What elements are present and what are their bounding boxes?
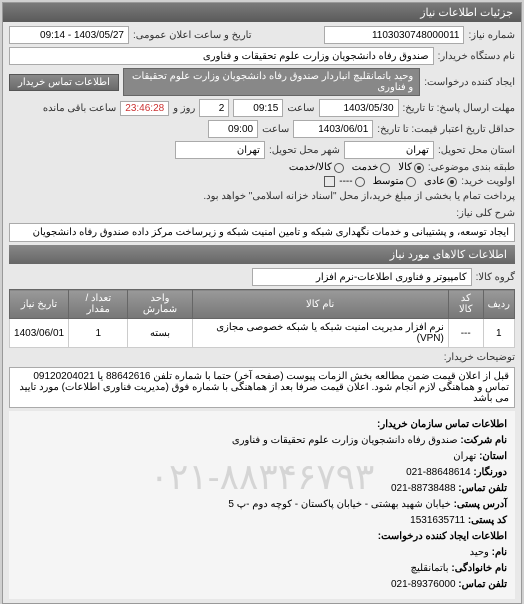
subject-label: شرح کلی نیاز: (456, 208, 515, 219)
group-label: گروه کالا: (476, 272, 515, 283)
extend-time: 09:00 (208, 120, 258, 138)
timer-label: ساعت باقی مانده (43, 103, 116, 114)
need-no-label: شماره نیاز: (468, 30, 515, 41)
org-label: نام دستگاه خریدار: (438, 51, 515, 62)
days-open: 2 (199, 99, 229, 117)
contact-prov-label: استان: (479, 451, 507, 462)
deadline-time: 09:15 (233, 99, 283, 117)
budget-opt-both[interactable]: کالا/خدمت (289, 162, 344, 173)
contact-zip-label: کد پستی: (468, 515, 507, 526)
extend-label: حداقل تاریخ اعتبار قیمت: تا تاریخ: (377, 124, 515, 135)
payment-note: پرداخت تمام یا بخشی از مبلغ خرید،از محل … (203, 191, 515, 202)
cell-code: --- (448, 319, 483, 348)
budget-radio-group: کالا خدمت کالا/خدمت (289, 162, 424, 173)
requester-field: وحید باتمانقلیچ انباردار صندوق رفاه دانش… (123, 68, 420, 96)
contact-zip: 1531635711 (410, 515, 465, 526)
cell-name: نرم افزار مدیریت امنیت شبکه یا شبکه خصوص… (192, 319, 448, 348)
contact-info-button[interactable]: اطلاعات تماس خریدار (9, 74, 119, 91)
panel-title: جزئیات اطلاعات نیاز (3, 3, 521, 22)
col-unit: واحد شمارش (128, 290, 192, 319)
goods-table: ردیف کد کالا نام کالا واحد شمارش تعداد /… (9, 289, 515, 348)
deadline-date: 1403/05/30 (319, 99, 399, 117)
contact-tel-label: تلفن تماس: (458, 483, 507, 494)
goods-section-header: اطلاعات کالاهای مورد نیاز (9, 245, 515, 264)
col-qty: تعداد / مقدار (69, 290, 128, 319)
note-label: توضیحات خریدار: (444, 352, 515, 363)
priority-opt-medium[interactable]: متوسط (373, 176, 416, 187)
contact-header: اطلاعات تماس سازمان خریدار: (377, 419, 507, 430)
org-field: صندوق رفاه دانشجویان وزارت علوم تحقیقات … (9, 47, 434, 65)
requester-label: ایجاد کننده درخواست: (424, 77, 515, 88)
creator-lname: باتمانقلیچ (411, 563, 449, 574)
contact-name: صندوق رفاه دانشجویان وزارت علوم تحقیقات … (232, 435, 458, 446)
cell-qty: 1 (69, 319, 128, 348)
contact-fax-label: دورنگار: (473, 467, 507, 478)
extend-date: 1403/06/01 (293, 120, 373, 138)
extend-time-label: ساعت (262, 124, 289, 135)
creator-name-label: نام: (492, 547, 507, 558)
announce-field: 1403/05/27 - 09:14 (9, 26, 129, 44)
col-idx: ردیف (483, 290, 514, 319)
deadline-time-label: ساعت (287, 103, 314, 114)
budget-opt-goods[interactable]: کالا (398, 162, 424, 173)
contact-prov: تهران (453, 451, 476, 462)
cell-date: 1403/06/01 (10, 319, 69, 348)
col-code: کد کالا (448, 290, 483, 319)
subject-text: ایجاد توسعه، و پشتیبانی و خدمات نگهداری … (9, 223, 515, 242)
delivery-city-label: شهر محل تحویل: (269, 145, 340, 156)
priority-opt-other[interactable]: ---- (339, 176, 364, 187)
contact-fax: 88648614-021 (406, 467, 471, 478)
announce-label: تاریخ و ساعت اعلان عمومی: (133, 30, 252, 41)
buyer-note: قبل از اعلان قیمت ضمن مطالعه بخش الزمات … (9, 367, 515, 408)
priority-opt-normal[interactable]: عادی (424, 176, 457, 187)
deadline-label: مهلت ارسال پاسخ: تا تاریخ: (403, 103, 515, 114)
budget-opt-service[interactable]: خدمت (352, 162, 391, 173)
creator-header: اطلاعات ایجاد کننده درخواست: (378, 531, 507, 542)
budget-label: طبقه بندی موضوعی: (428, 162, 515, 173)
group-field: کامپیوتر و فناوری اطلاعات-نرم افزار (252, 268, 472, 286)
creator-lname-label: نام خانوادگی: (451, 563, 507, 574)
treasury-checkbox[interactable] (324, 176, 335, 187)
priority-label: اولویت خرید: (461, 176, 515, 187)
priority-radio-group: عادی متوسط ---- (339, 176, 457, 187)
need-no-field: 1103030748000011 (324, 26, 464, 44)
col-date: تاریخ نیاز (10, 290, 69, 319)
creator-tel-label: تلفن تماس: (458, 579, 507, 590)
creator-tel: 89376000-021 (391, 579, 456, 590)
cell-idx: 1 (483, 319, 514, 348)
delivery-state: تهران (344, 141, 434, 159)
countdown-timer: 23:46:28 (120, 101, 169, 116)
delivery-city: تهران (175, 141, 265, 159)
contact-addr-label: آدرس پستی: (454, 499, 507, 510)
contact-addr: خیابان شهید بهشتی - خیابان پاکستان - کوچ… (228, 499, 450, 510)
delivery-state-label: استان محل تحویل: (438, 145, 515, 156)
creator-name: وحید (470, 547, 489, 558)
col-name: نام کالا (192, 290, 448, 319)
cell-unit: بسته (128, 319, 192, 348)
contact-tel: 88738488-021 (391, 483, 456, 494)
table-row[interactable]: 1 --- نرم افزار مدیریت امنیت شبکه یا شبک… (10, 319, 515, 348)
days-open-label: روز و (173, 103, 195, 114)
contact-name-label: نام شرکت: (460, 435, 507, 446)
contact-box: اطلاعات تماس سازمان خریدار: نام شرکت: صن… (9, 411, 515, 599)
